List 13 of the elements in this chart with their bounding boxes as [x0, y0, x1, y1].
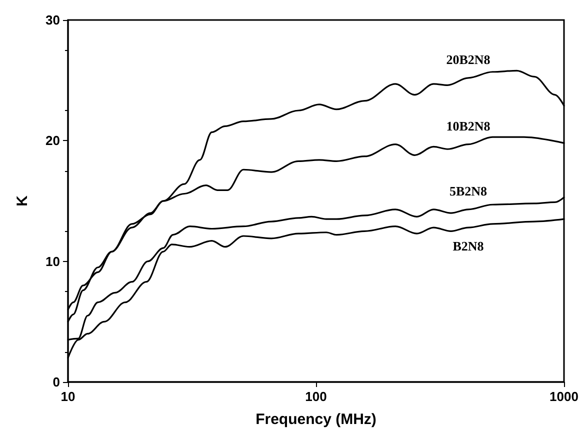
- x-tick-label: 10: [60, 389, 76, 404]
- series-label: 10B2N8: [446, 118, 491, 134]
- y-tick-label: 0: [52, 374, 60, 390]
- x-tick-label: 1000: [550, 389, 578, 404]
- series-label: B2N8: [452, 238, 484, 254]
- y-axis-title: K: [14, 195, 31, 206]
- y-tick-label: 30: [46, 12, 60, 28]
- series-label: 5B2N8: [449, 183, 488, 198]
- x-tick-label: 100: [305, 389, 327, 404]
- x-axis-title: Frequency (MHz): [256, 411, 376, 428]
- series-label: 20B2N8: [446, 52, 491, 67]
- y-tick-label: 20: [46, 133, 60, 148]
- y-tick-label: 10: [46, 254, 60, 269]
